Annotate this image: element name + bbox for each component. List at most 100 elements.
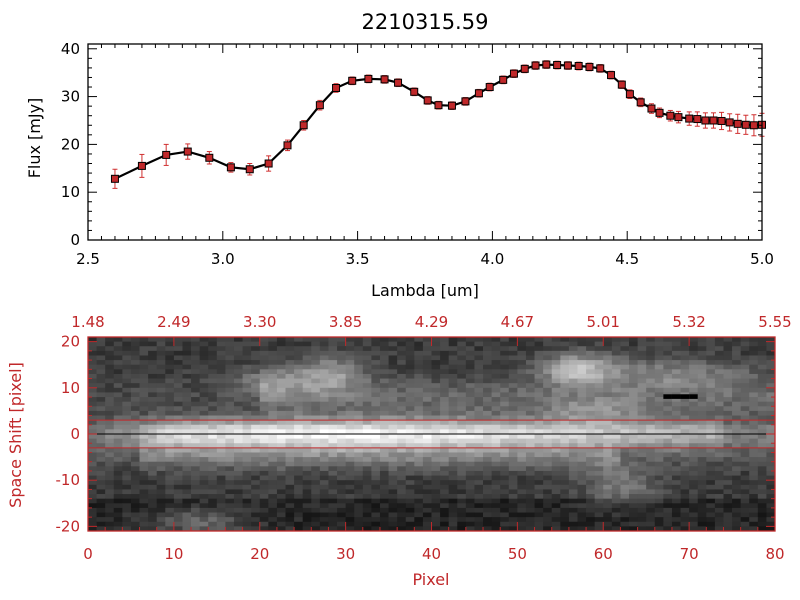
- heatmap-cell: [88, 434, 97, 440]
- heatmap-cell: [405, 521, 415, 527]
- heatmap-cell: [517, 415, 527, 421]
- heatmap-cell: [328, 364, 338, 370]
- heatmap-cell: [620, 526, 630, 532]
- heatmap-cell: [173, 373, 183, 379]
- heatmap-cell: [749, 443, 759, 449]
- heatmap-cell: [706, 489, 716, 495]
- heatmap-cell: [620, 438, 630, 444]
- heatmap-cell: [379, 346, 389, 352]
- lambda-tick-label: 3.30: [243, 313, 276, 331]
- heatmap-cell: [680, 420, 690, 426]
- heatmap-cell: [517, 364, 527, 370]
- heatmap-cell: [440, 337, 450, 343]
- heatmap-cell: [637, 489, 647, 495]
- heatmap-cell: [319, 350, 329, 356]
- heatmap-cell: [671, 461, 681, 467]
- heatmap-cell: [165, 470, 175, 476]
- heatmap-cell: [448, 521, 458, 527]
- heatmap-cell: [706, 337, 716, 343]
- heatmap-cell: [208, 415, 218, 421]
- heatmap-cell: [611, 480, 621, 486]
- heatmap-cell: [534, 415, 544, 421]
- heatmap-cell: [714, 484, 724, 490]
- heatmap-cell: [362, 521, 372, 527]
- heatmap-cell: [182, 424, 192, 430]
- heatmap-cell: [663, 341, 673, 347]
- heatmap-cell: [242, 480, 252, 486]
- heatmap-cell: [525, 438, 535, 444]
- heatmap-cell: [302, 443, 312, 449]
- heatmap-cell: [422, 392, 432, 398]
- heatmap-cell: [766, 341, 776, 347]
- heatmap-cell: [603, 466, 613, 472]
- heatmap-cell: [740, 429, 750, 435]
- heatmap-cell: [680, 429, 690, 435]
- heatmap-cell: [88, 373, 97, 379]
- heatmap-cell: [259, 341, 269, 347]
- heatmap-cell: [594, 360, 604, 366]
- heatmap-cell: [611, 378, 621, 384]
- heatmap-cell: [680, 507, 690, 513]
- heatmap-cell: [148, 480, 158, 486]
- heatmap-cell: [603, 355, 613, 361]
- heatmap-cell: [242, 452, 252, 458]
- heatmap-cell: [294, 498, 304, 504]
- heatmap-cell: [603, 498, 613, 504]
- heatmap-cell: [448, 475, 458, 481]
- heatmap-cell: [319, 360, 329, 366]
- heatmap-cell: [311, 392, 321, 398]
- heatmap-cell: [663, 466, 673, 472]
- heatmap-cell: [379, 452, 389, 458]
- heatmap-cell: [740, 434, 750, 440]
- heatmap-cell: [680, 406, 690, 412]
- heatmap-cell: [156, 337, 166, 343]
- heatmap-cell: [251, 355, 261, 361]
- heatmap-cell: [483, 498, 493, 504]
- heatmap-cell: [354, 369, 364, 375]
- heatmap-cell: [508, 341, 518, 347]
- heatmap-cell: [697, 461, 707, 467]
- heatmap-cell: [233, 383, 243, 389]
- heatmap-cell: [173, 512, 183, 518]
- heatmap-cell: [208, 383, 218, 389]
- heatmap-cell: [294, 387, 304, 393]
- heatmap-cell: [517, 392, 527, 398]
- heatmap-cell: [586, 498, 596, 504]
- heatmap-cell: [714, 466, 724, 472]
- heatmap-cell: [156, 397, 166, 403]
- heatmap-cell: [397, 341, 407, 347]
- heatmap-cell: [371, 364, 381, 370]
- heatmap-cell: [139, 507, 149, 513]
- heatmap-cell: [723, 526, 733, 532]
- heatmap-cell: [448, 364, 458, 370]
- heatmap-cell: [723, 438, 733, 444]
- heatmap-cell: [697, 387, 707, 393]
- heatmap-cell: [680, 489, 690, 495]
- heatmap-cell: [534, 503, 544, 509]
- heatmap-cell: [629, 503, 638, 509]
- heatmap-cell: [517, 429, 527, 435]
- heatmap-cell: [225, 452, 235, 458]
- heatmap-cell: [319, 461, 329, 467]
- heatmap-cell: [543, 401, 553, 407]
- heatmap-cell: [448, 517, 458, 523]
- heatmap-cell: [242, 401, 252, 407]
- heatmap-cell: [165, 475, 175, 481]
- heatmap-cell: [732, 498, 742, 504]
- heatmap-cell: [697, 507, 707, 513]
- heatmap-cell: [371, 517, 381, 523]
- heatmap-cell: [337, 480, 347, 486]
- heatmap-cell: [568, 397, 578, 403]
- heatmap-cell: [268, 387, 278, 393]
- heatmap-cell: [251, 369, 261, 375]
- heatmap-cell: [242, 424, 252, 430]
- heatmap-cell: [362, 480, 372, 486]
- heatmap-cell: [431, 373, 441, 379]
- heatmap-cell: [122, 517, 132, 523]
- heatmap-cell: [440, 457, 450, 463]
- heatmap-cell: [259, 406, 269, 412]
- heatmap-cell: [388, 429, 398, 435]
- heatmap-cell: [740, 447, 750, 453]
- heatmap-cell: [560, 470, 570, 476]
- heatmap-cell: [156, 387, 166, 393]
